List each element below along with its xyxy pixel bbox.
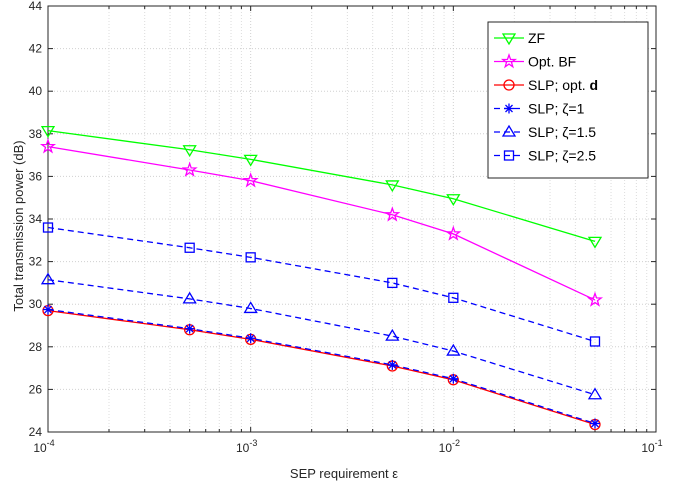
legend-label: SLP; ζ=2.5 [528, 148, 596, 164]
legend-label: SLP; opt. d [528, 77, 598, 93]
legend-marker [503, 150, 515, 161]
tick-labels: 24 26 28 30 32 34 36 38 40 42 44 10-4 10-3 10-2 10-1 [29, 0, 663, 455]
legend-entry: ZF [494, 30, 545, 46]
legend-label: Opt. BF [528, 54, 576, 70]
y-tick-label: 32 [29, 255, 43, 269]
data-point [243, 301, 258, 314]
data-point [181, 161, 198, 177]
series-0 [40, 125, 603, 249]
series-line [47, 309, 596, 426]
data-point [446, 194, 461, 207]
y-tick-label: 36 [29, 169, 43, 183]
series-line [47, 145, 596, 301]
legend-marker [504, 103, 514, 114]
data-point [39, 138, 57, 154]
data-point [182, 145, 197, 158]
legend-marker [503, 79, 515, 91]
data-point [242, 172, 259, 188]
x-tick-label: 10-1 [641, 438, 662, 455]
data-point [40, 272, 56, 285]
legend-box [487, 21, 649, 179]
x-tick-label: 10-4 [33, 438, 54, 455]
legend-marker [501, 124, 517, 137]
data-point [243, 154, 258, 167]
legend-entry: SLP; ζ=1.5 [494, 124, 596, 140]
data-point [446, 343, 461, 356]
y-tick-label: 28 [29, 340, 43, 354]
series-3 [43, 304, 600, 429]
data-point [589, 336, 601, 347]
legend-entry: SLP; ζ=2.5 [494, 148, 596, 164]
data-point [587, 387, 603, 400]
data-point [384, 206, 401, 222]
legend: ZF Opt. BF SLP; opt. d SLP; ζ=1 SLP; ζ=1.5 SL… [487, 21, 649, 179]
data-point [385, 180, 400, 193]
series-line [47, 129, 596, 242]
legend-marker [500, 53, 518, 69]
data-point [387, 359, 398, 370]
x-axis-label: SEP requirement ε [290, 466, 398, 481]
y-axis-label: Total transmission power (dB) [11, 140, 26, 311]
marker-stroke [185, 324, 194, 333]
legend-label: SLP; ζ=1.5 [528, 124, 596, 140]
series-5 [42, 222, 601, 347]
data-point [586, 291, 604, 307]
y-tick-label: 26 [29, 382, 43, 396]
series-4 [40, 272, 603, 400]
marker-stroke [591, 419, 599, 428]
legend-label: SLP; ζ=1 [528, 101, 585, 117]
marker-stroke [246, 334, 255, 343]
legend-entry: SLP; ζ=1 [494, 101, 585, 117]
data-point [445, 225, 462, 241]
data-point [245, 333, 256, 344]
data-point [43, 304, 53, 315]
marker-stroke [449, 374, 458, 383]
marker-stroke [388, 360, 397, 369]
x-tick-label: 10-2 [439, 438, 460, 455]
data-point [385, 328, 400, 341]
data-point [587, 236, 603, 249]
legend-entry: Opt. BF [494, 53, 576, 70]
data-point [448, 373, 459, 384]
x-tick-label: 10-3 [236, 438, 257, 455]
y-tick-label: 42 [29, 42, 43, 56]
data-point [182, 291, 197, 304]
legend-label: ZF [528, 30, 545, 46]
data-point [589, 418, 600, 429]
data-point [40, 125, 56, 138]
legend-entry: SLP; opt. d [494, 77, 598, 93]
y-tick-label: 40 [29, 84, 43, 98]
data-point [245, 252, 256, 263]
data-point [387, 277, 398, 289]
y-tick-label: 30 [29, 297, 43, 311]
data-point [448, 292, 459, 303]
y-tick-label: 44 [29, 0, 43, 13]
series-1 [39, 138, 604, 307]
marker-stroke [505, 104, 513, 113]
data-point [184, 242, 195, 253]
series-layer [39, 125, 604, 431]
y-tick-label: 34 [29, 212, 43, 226]
axes [47, 5, 657, 433]
y-tick-label: 38 [29, 127, 43, 141]
y-tick-label: 24 [29, 425, 43, 439]
marker-stroke [44, 305, 52, 314]
legend-marker [501, 33, 517, 46]
data-point [42, 222, 54, 233]
data-point [184, 323, 195, 334]
